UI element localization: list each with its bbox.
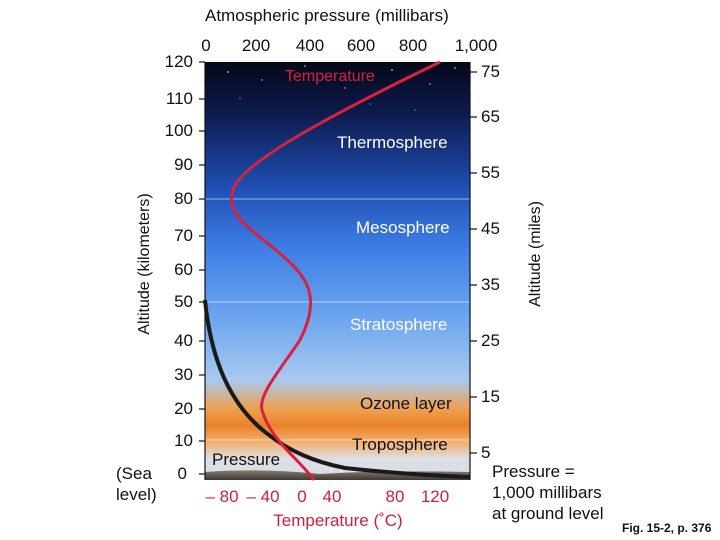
- thermosphere-label: Thermosphere: [337, 133, 448, 152]
- altitude-km-tick: 100: [164, 121, 193, 140]
- stars: [227, 65, 456, 111]
- temperature-tick: – 80: [205, 487, 239, 506]
- troposphere-label: Troposphere: [352, 435, 448, 454]
- pressure-tick: 200: [241, 36, 271, 55]
- altitude-km-axis-title: Altitude (kilometers): [136, 193, 153, 335]
- sky-background: [205, 62, 470, 480]
- altitude-miles-tick: 5: [481, 443, 491, 462]
- pressure-tick: 600: [346, 36, 376, 55]
- ground-pressure-note: Pressure = 1,000 millibars at ground lev…: [492, 462, 604, 523]
- temperature-curve-label: Temperature: [285, 68, 375, 85]
- altitude-km-tick: 120: [164, 52, 193, 71]
- ozone-layer-label: Ozone layer: [360, 394, 452, 413]
- altitude-km-tick: 70: [174, 226, 193, 245]
- right-axis-ticks: [470, 71, 477, 454]
- altitude-miles-tick: 55: [481, 163, 500, 182]
- sea-level-text: (Sea level): [116, 464, 157, 504]
- altitude-miles-tick: 25: [481, 331, 500, 350]
- stratosphere-label: Stratosphere: [350, 315, 448, 334]
- sea-level-label: (Sea level): [116, 463, 157, 505]
- temperature-tick: 0: [297, 487, 307, 506]
- altitude-km-tick: 80: [174, 189, 193, 208]
- altitude-miles-tick: 65: [481, 107, 500, 126]
- layer-boundaries: [205, 198, 470, 441]
- pressure-curve-label: Pressure: [212, 450, 281, 469]
- pressure-tick: 400: [295, 36, 325, 55]
- temperature-curve: [229, 60, 441, 481]
- pressure-tick: 800: [398, 36, 428, 55]
- altitude-km-tick: 30: [174, 365, 193, 384]
- altitude-miles-tick: 75: [481, 62, 500, 81]
- altitude-km-tick: 110: [165, 89, 193, 108]
- altitude-miles-tick: 15: [481, 387, 500, 406]
- altitude-km-tick: 0: [177, 464, 187, 483]
- altitude-km-tick: 40: [174, 331, 193, 350]
- temperature-tick: 40: [322, 487, 342, 506]
- altitude-km-tick: 90: [174, 155, 193, 174]
- altitude-km-tick: 50: [174, 292, 193, 311]
- left-axis-ticks: [199, 61, 205, 475]
- altitude-km-tick: 60: [174, 260, 193, 279]
- altitude-miles-tick: 35: [481, 275, 500, 294]
- temperature-tick: – 40: [246, 487, 280, 506]
- temperature-tick: 120: [420, 487, 450, 506]
- pressure-tick: 1,000: [454, 36, 498, 55]
- altitude-km-tick: 10: [174, 431, 193, 450]
- pressure-curve: [203, 299, 471, 479]
- figure-reference: Fig. 15-2, p. 376: [622, 521, 712, 535]
- pressure-tick: 0: [201, 36, 211, 55]
- mesosphere-label: Mesosphere: [356, 218, 450, 237]
- temperature-tick: 80: [385, 487, 405, 506]
- altitude-miles-tick: 45: [481, 219, 500, 238]
- pressure-axis-title: Atmospheric pressure (millibars): [205, 6, 449, 25]
- temperature-axis-title: Temperature (˚C): [273, 511, 403, 530]
- altitude-km-tick: 20: [174, 399, 193, 418]
- altitude-miles-axis-title: Altitude (miles): [527, 201, 544, 307]
